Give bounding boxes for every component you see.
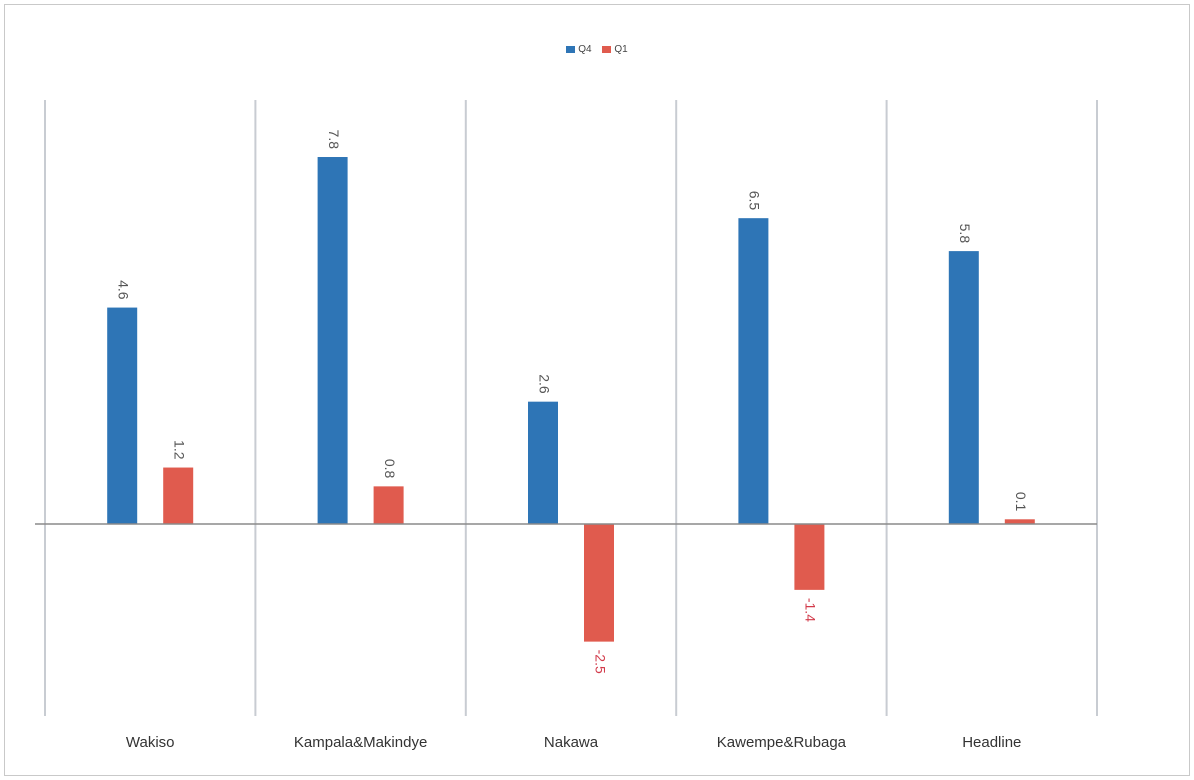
data-label-q4-2: 2.6	[536, 374, 552, 394]
legend-item-q4: Q4	[566, 44, 592, 55]
category-label: Nakawa	[544, 734, 599, 751]
bar-q4-0	[107, 307, 138, 524]
bar-q4-4	[948, 251, 979, 525]
bar-q4-3	[738, 218, 769, 525]
data-label-q4-0: 4.6	[115, 280, 131, 300]
data-label-q1-3: -1.4	[803, 598, 819, 622]
category-label: Kampala&Makindye	[294, 734, 427, 751]
data-label-q1-4: 0.1	[1013, 492, 1029, 512]
data-label-q1-1: 0.8	[382, 459, 398, 479]
bar-q1-2	[584, 524, 614, 642]
legend-label-q4: Q4	[578, 44, 592, 55]
data-label-q4-4: 5.8	[957, 224, 973, 244]
bar-q1-3	[794, 524, 825, 590]
category-label: Kawempe&Rubaga	[717, 734, 847, 751]
bar-q4-1	[317, 157, 348, 524]
legend-label-q1: Q1	[614, 44, 628, 55]
legend-item-q1: Q1	[602, 44, 628, 55]
bar-q1-4	[1004, 519, 1035, 524]
chart-frame	[4, 4, 1190, 776]
category-label: Headline	[962, 734, 1021, 751]
data-label-q4-3: 6.5	[747, 191, 763, 211]
data-label-q1-2: -2.5	[592, 650, 608, 674]
legend: Q4 Q1	[0, 44, 1194, 55]
data-label-q1-0: 1.2	[171, 440, 187, 460]
data-label-q4-1: 7.8	[326, 130, 342, 150]
bar-q4-2	[528, 401, 558, 524]
bar-q1-0	[163, 467, 194, 524]
category-label: Wakiso	[126, 734, 175, 751]
legend-swatch-q1	[602, 45, 612, 53]
legend-swatch-q4	[566, 45, 576, 53]
bar-q1-1	[373, 486, 404, 524]
